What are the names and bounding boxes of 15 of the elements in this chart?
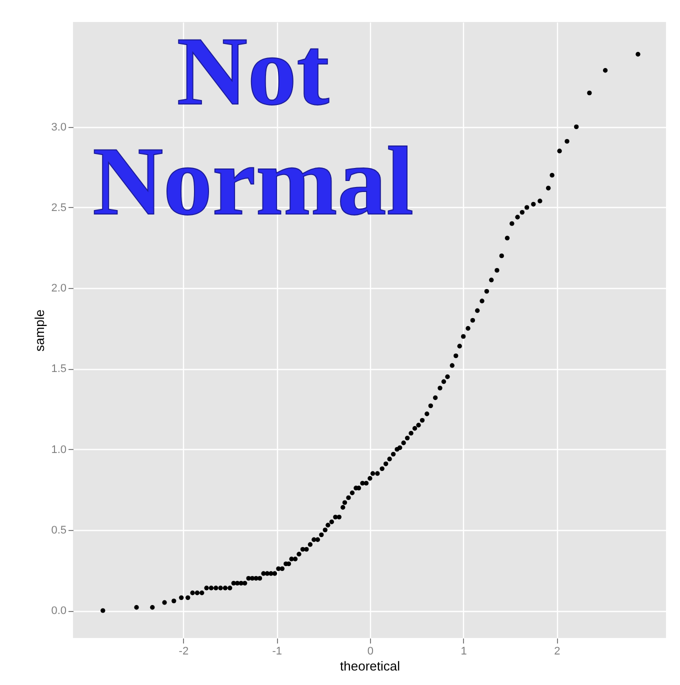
y-tick-label: 1.0	[51, 444, 66, 456]
y-tick-label: 0.0	[51, 605, 66, 618]
y-tick-label: 2.0	[51, 282, 66, 295]
x-tick-label: 1	[460, 646, 467, 658]
y-tick-label: 1.5	[51, 363, 66, 376]
y-tick-label: 3.0	[51, 121, 66, 134]
x-tick-label: 2	[554, 646, 560, 658]
x-tick-label: 0	[367, 646, 374, 658]
x-tick-label: -2	[178, 646, 189, 658]
y-tick-label: 2.5	[51, 202, 66, 214]
y-axis-title: sample	[32, 310, 48, 352]
x-tick-label: -1	[272, 646, 282, 658]
y-tick-label: 0.5	[51, 524, 66, 536]
x-axis-title: theoretical	[340, 658, 400, 674]
annotation: Not Normal	[92, 18, 414, 236]
